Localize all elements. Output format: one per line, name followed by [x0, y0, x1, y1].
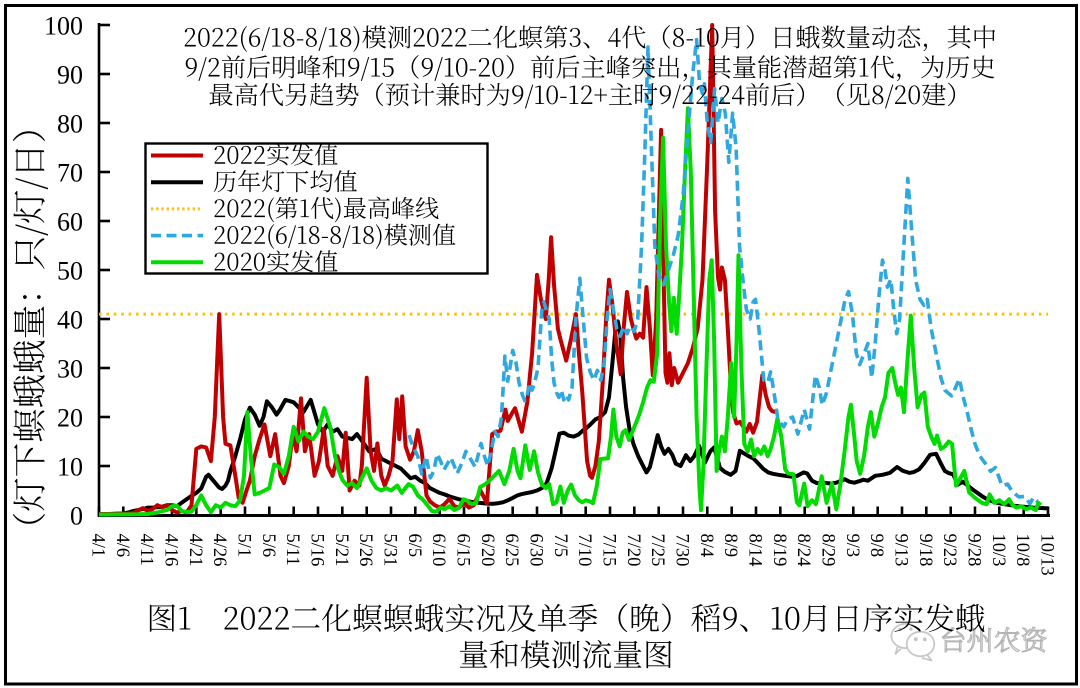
svg-text:4/6: 4/6: [112, 534, 132, 558]
svg-text:7/25: 7/25: [647, 534, 667, 567]
svg-text:5/11: 5/11: [282, 534, 302, 566]
svg-text:30: 30: [57, 355, 83, 384]
svg-text:7/5: 7/5: [550, 534, 570, 558]
svg-text:40: 40: [57, 306, 83, 335]
svg-text:5/31: 5/31: [380, 534, 400, 567]
svg-text:50: 50: [57, 257, 83, 286]
svg-text:10/13: 10/13: [1037, 534, 1057, 576]
svg-text:7/10: 7/10: [574, 534, 594, 567]
svg-text:7/20: 7/20: [623, 534, 643, 567]
svg-text:4/21: 4/21: [185, 534, 205, 567]
svg-text:6/5: 6/5: [404, 534, 424, 558]
svg-text:4/11: 4/11: [136, 534, 156, 566]
svg-text:6/30: 6/30: [526, 534, 546, 567]
svg-text:70: 70: [57, 159, 83, 188]
svg-text:10/3: 10/3: [988, 534, 1008, 567]
svg-text:9/8: 9/8: [866, 534, 886, 558]
svg-text:5/1: 5/1: [234, 534, 254, 558]
svg-text:5/26: 5/26: [355, 534, 375, 567]
svg-text:8/14: 8/14: [745, 534, 765, 567]
svg-text:5/16: 5/16: [307, 534, 327, 567]
svg-text:9/13: 9/13: [891, 534, 911, 567]
svg-text:8/4: 8/4: [696, 534, 716, 558]
svg-text:8/24: 8/24: [793, 534, 813, 567]
svg-text:6/10: 6/10: [428, 534, 448, 567]
svg-text:80: 80: [57, 110, 83, 139]
svg-text:9/28: 9/28: [964, 534, 984, 567]
svg-text:7/15: 7/15: [599, 534, 619, 567]
svg-text:8/29: 8/29: [818, 534, 838, 567]
svg-text:5/21: 5/21: [331, 534, 351, 567]
svg-text:4/26: 4/26: [209, 534, 229, 567]
svg-text:9/23: 9/23: [939, 534, 959, 567]
svg-text:100: 100: [44, 12, 83, 41]
svg-text:4/1: 4/1: [88, 534, 108, 558]
svg-text:90: 90: [57, 61, 83, 90]
svg-text:60: 60: [57, 208, 83, 237]
svg-text:8/9: 8/9: [720, 534, 740, 558]
svg-text:10: 10: [57, 453, 83, 482]
svg-text:8/19: 8/19: [769, 534, 789, 567]
svg-text:7/30: 7/30: [672, 534, 692, 567]
svg-text:6/15: 6/15: [453, 534, 473, 567]
svg-text:20: 20: [57, 404, 83, 433]
svg-text:0: 0: [70, 502, 83, 531]
svg-text:9/3: 9/3: [842, 534, 862, 558]
svg-text:9/18: 9/18: [915, 534, 935, 567]
svg-text:6/25: 6/25: [501, 534, 521, 567]
svg-text:6/20: 6/20: [477, 534, 497, 567]
svg-text:5/6: 5/6: [258, 534, 278, 558]
svg-text:4/16: 4/16: [161, 534, 181, 567]
svg-text:10/8: 10/8: [1012, 534, 1032, 567]
